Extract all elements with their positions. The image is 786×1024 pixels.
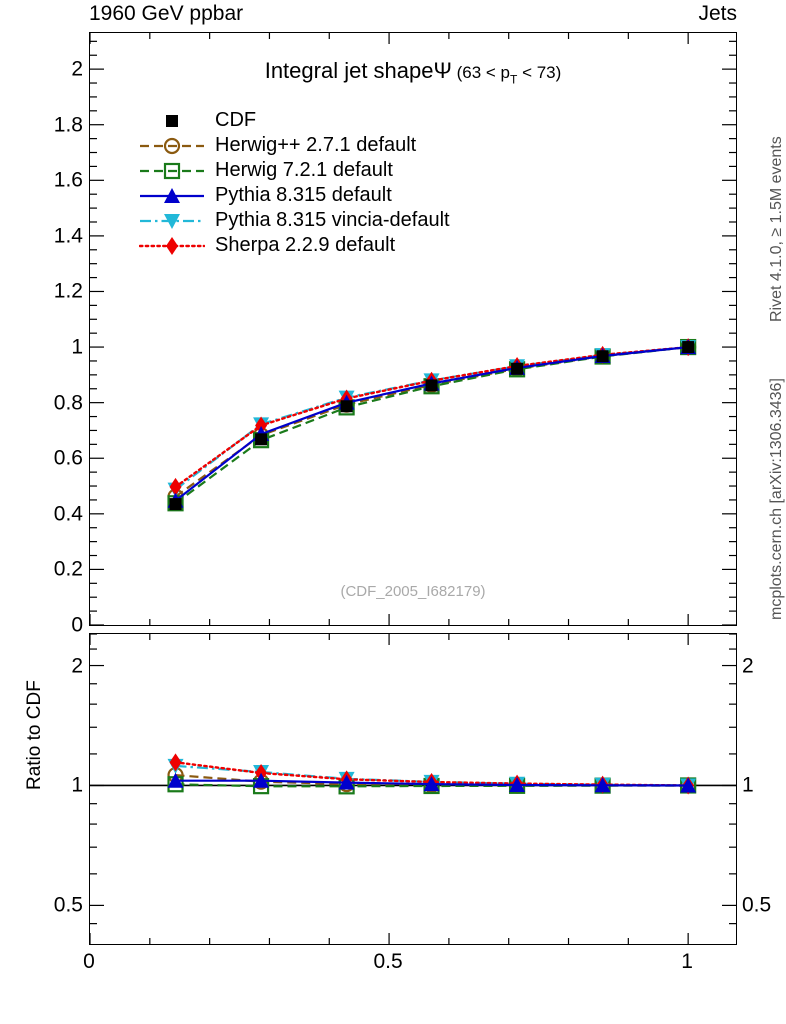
main-y-tick-label: 1.6	[53, 168, 83, 192]
main-y-tick-label: 0.4	[53, 502, 83, 526]
legend-key-circle-open	[140, 137, 204, 154]
mcplots-source-caption: mcplots.cern.ch [arXiv:1306.3436]	[768, 378, 785, 620]
legend-key-triangle-down	[140, 213, 204, 229]
ratio-y-tick-label-right: 0.5	[742, 893, 772, 917]
ratio-y-tick-label: 1	[71, 773, 83, 797]
plot-title-cond-sub: T	[510, 72, 518, 87]
ratio-plot-panel	[89, 633, 737, 945]
legend-key-square-open	[140, 162, 204, 179]
legend-key-triangle-up	[140, 187, 204, 203]
main-y-tick-label: 1.2	[53, 279, 83, 303]
main-y-tick-label: 1	[71, 335, 83, 359]
plot-title-psi: Ψ	[433, 58, 452, 83]
ratio-y-axis-labels-right: 2 1 0.5	[742, 633, 786, 945]
series-sherpa-2-2-9-default	[169, 338, 695, 496]
legend-item[interactable]: Herwig++ 2.7.1 default	[139, 133, 450, 158]
analysis-category-label: Jets	[698, 2, 737, 25]
legend-item[interactable]: Pythia 8.315 vincia-default	[139, 208, 450, 233]
legend-label: Pythia 8.315 default	[215, 184, 392, 206]
main-y-tick-label: 1.8	[53, 113, 83, 137]
legend-label: CDF	[215, 109, 257, 131]
plot-title-main: Integral jet shape	[264, 58, 434, 83]
main-y-axis-labels: 2 1.8 1.6 1.4 1.2 1 0.8 0.6 0.4 0.2 0	[3, 32, 83, 636]
legend-item[interactable]: Sherpa 2.2.9 default	[139, 233, 450, 258]
main-y-tick-label: 0.2	[53, 557, 83, 581]
ratio-plot-canvas	[90, 634, 736, 944]
x-axis-labels: 0 0.5 1	[83, 950, 737, 980]
legend-label: Herwig 7.2.1 default	[215, 159, 393, 181]
ratio-y-tick-label: 0.5	[53, 893, 83, 917]
series-cdf	[169, 341, 695, 511]
legend-key-square-filled	[166, 114, 178, 127]
main-y-tick-label: 0	[71, 613, 83, 637]
series-pythia-8-315-vincia-default	[167, 340, 697, 498]
series-herwig-2-7-1-default	[167, 338, 697, 505]
ratio-y-axis-title: Ratio to CDF	[24, 680, 45, 790]
x-tick-label: 1	[681, 950, 693, 973]
main-plot-canvas	[90, 33, 736, 625]
analysis-id-watermark: (CDF_2005_I682179)	[340, 583, 486, 600]
ratio-y-axis-labels: 2 1 0.5	[3, 633, 83, 945]
legend-item[interactable]: CDF	[139, 108, 450, 133]
plot-title: Integral jet shapeΨ (63 < pT < 73)	[89, 58, 737, 86]
ratio-y-tick-label-right: 1	[742, 773, 754, 797]
legend-label: Herwig++ 2.7.1 default	[215, 134, 417, 156]
rivet-version-caption: Rivet 4.1.0, ≥ 1.5M events	[768, 136, 785, 322]
legend-label: Pythia 8.315 vincia-default	[215, 209, 450, 231]
ratio-series-pythia-8-315-default	[167, 772, 697, 793]
legend-label: Sherpa 2.2.9 default	[215, 234, 396, 256]
beam-energy-label: 1960 GeV ppbar	[89, 2, 244, 25]
legend-item[interactable]: Pythia 8.315 default	[139, 183, 450, 208]
series-pythia-8-315-default	[167, 339, 697, 508]
x-tick-label: 0	[83, 950, 95, 973]
plot-title-cond-pre: (63 < p	[451, 63, 510, 82]
legend-key-diamond	[139, 236, 205, 255]
main-y-tick-label: 1.4	[53, 224, 83, 248]
ratio-y-tick-label: 2	[71, 654, 83, 678]
main-plot-panel	[89, 32, 737, 626]
series-herwig-7-2-1-default	[167, 338, 697, 512]
ratio-y-tick-label-right: 2	[742, 654, 754, 678]
main-y-tick-label: 0.6	[53, 446, 83, 470]
legend: CDF Herwig++ 2.7.1 default Herwig 7.2.1 de…	[139, 108, 450, 258]
plot-title-cond-post: < 73)	[517, 63, 562, 82]
x-tick-label: 0.5	[373, 950, 403, 973]
legend-item[interactable]: Herwig 7.2.1 default	[139, 158, 450, 183]
main-y-tick-label: 2	[71, 57, 83, 81]
main-y-tick-label: 0.8	[53, 391, 83, 415]
